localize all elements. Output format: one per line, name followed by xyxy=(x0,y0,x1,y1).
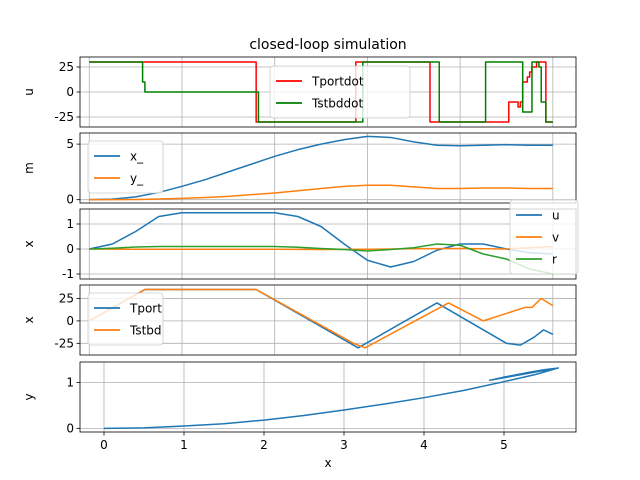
u-panel-series-group xyxy=(89,61,553,123)
u-panel-ytick-label: 25 xyxy=(59,60,74,74)
xy-panel-xtick-label: 3 xyxy=(340,438,348,452)
thrust-panel-ytick-label: -25 xyxy=(54,336,74,350)
u-panel-ytick-label: 0 xyxy=(66,85,74,99)
x-panel-series-u-line xyxy=(89,212,553,268)
x-panel-legend-label-u: u xyxy=(552,209,560,223)
xy-panel-xtick-label: 5 xyxy=(500,438,508,452)
xy-panel-xtick-label: 4 xyxy=(420,438,428,452)
figure-title: closed-loop simulation xyxy=(249,37,406,53)
m-panel-series-y_-line xyxy=(89,184,553,201)
u-panel-series-Tstbddot-line xyxy=(89,61,553,123)
m-panel-frame xyxy=(79,132,577,204)
u-panel-legend-box xyxy=(269,65,411,119)
x-panel-series-group xyxy=(89,212,553,275)
x-panel: -1 0 1 x uvr xyxy=(22,199,579,281)
u-panel-legend-label-Tportdot: Tportdot xyxy=(311,75,364,89)
xy-panel-xlabel: x xyxy=(324,456,331,470)
x-panel-ytick-label: 0 xyxy=(66,242,74,256)
u-panel-legend-label-Tstbddot: Tstbddot xyxy=(311,97,363,111)
xy-panel-ylabel: y xyxy=(22,393,36,400)
thrust-panel-legend-box xyxy=(87,292,164,346)
thrust-panel-ytick-label: 0 xyxy=(66,314,74,328)
x-panel-legend-label-r: r xyxy=(552,253,557,267)
m-panel-ytick-label: 0 xyxy=(66,193,74,207)
xy-panel-xtick-label: 0 xyxy=(100,438,108,452)
xy-panel: 0 1 0 1 2 3 4 5 y x xyxy=(22,361,577,470)
m-panel-legend-label-y_: y_ xyxy=(130,172,144,186)
xy-panel-ytick-label: 0 xyxy=(66,421,74,435)
x-panel-series-r-line xyxy=(89,243,553,275)
x-panel-legend: uvr xyxy=(509,199,579,275)
u-panel-ylabel: u xyxy=(22,88,36,96)
xy-panel-series-group xyxy=(103,367,560,430)
thrust-panel: -25 0 25 x Tport Tstbd xyxy=(22,284,577,356)
thrust-panel-legend-label-Tport: Tport xyxy=(129,302,162,316)
x-panel-legend-box xyxy=(509,199,579,275)
thrust-panel-series-group xyxy=(88,288,554,349)
thrust-panel-ytick-label: 25 xyxy=(59,291,74,305)
u-panel: -25 0 25 u Tportdot Tstbddot xyxy=(22,56,577,128)
m-panel-legend: x_ y_ xyxy=(87,140,164,194)
m-panel: 0 5 m x_ y_ xyxy=(22,132,577,207)
m-panel-legend-box xyxy=(87,140,164,194)
m-panel-ytick-label: 5 xyxy=(66,137,74,151)
u-panel-legend: Tportdot Tstbddot xyxy=(269,65,411,119)
xy-panel-frame xyxy=(79,361,577,433)
thrust-panel-frame xyxy=(79,284,577,356)
x-panel-ytick-label: 1 xyxy=(66,217,74,231)
x-panel-ylabel: x xyxy=(22,240,36,247)
m-panel-series-x_-line xyxy=(89,135,553,201)
xy-panel-xtick-label: 2 xyxy=(260,438,268,452)
xy-panel-ytick-label: 1 xyxy=(66,376,74,390)
x-panel-ytick-label: -1 xyxy=(62,267,74,281)
x-panel-legend-label-v: v xyxy=(552,231,559,245)
m-panel-series-group xyxy=(89,135,553,201)
xy-panel-series-0-line xyxy=(103,367,560,430)
u-panel-ytick-label: -25 xyxy=(54,110,74,124)
x-panel-series-v-line xyxy=(89,245,553,251)
thrust-panel-legend-label-Tstbd: Tstbd xyxy=(129,324,162,338)
m-panel-legend-label-x_: x_ xyxy=(130,150,144,164)
xy-panel-xtick-label: 1 xyxy=(180,438,188,452)
m-panel-ylabel: m xyxy=(22,162,36,174)
thrust-panel-ylabel: x xyxy=(22,316,36,323)
thrust-panel-series-Tstbd-line xyxy=(88,288,554,349)
thrust-panel-legend: Tport Tstbd xyxy=(87,292,164,346)
